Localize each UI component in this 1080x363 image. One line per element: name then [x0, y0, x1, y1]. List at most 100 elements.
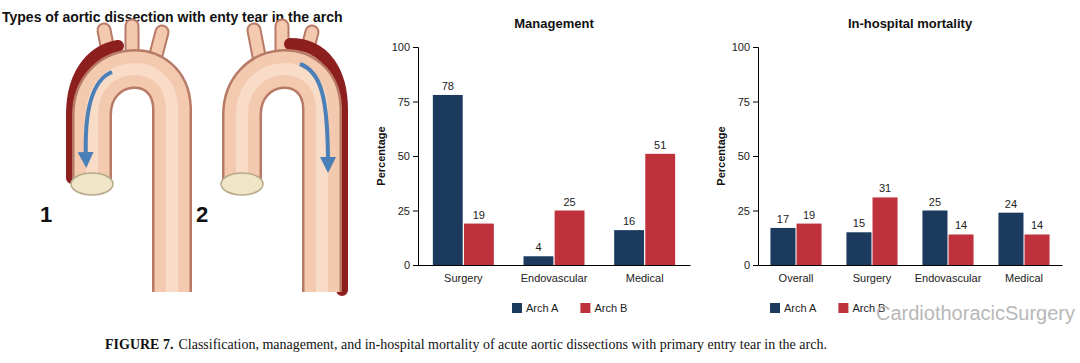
legend: Arch A Arch B	[512, 302, 627, 314]
tick-label: Surgery	[853, 272, 892, 284]
data-label: 51	[654, 139, 666, 151]
data-label: 19	[473, 209, 485, 221]
legend-label: Arch A	[526, 302, 559, 314]
legend-swatch	[512, 303, 522, 313]
caption-label: FIGURE 7.	[105, 337, 173, 352]
data-label: 17	[777, 213, 789, 225]
caption-text: Classification, management, and in-hospi…	[178, 337, 826, 352]
chart-title: Management	[514, 16, 594, 31]
tick-mark	[413, 47, 418, 48]
x-axis: Overall Surgery Endovascular Medical	[759, 266, 1063, 284]
tick: Medical	[626, 272, 664, 284]
tick-label: Medical	[626, 272, 664, 284]
bar	[524, 256, 554, 265]
bar	[998, 213, 1023, 265]
legend-swatch	[770, 303, 780, 313]
tick-label: Surgery	[444, 272, 483, 284]
tick: 75	[398, 96, 418, 108]
tick: Surgery	[853, 272, 892, 284]
watermark: CardiothoracicSurgery	[876, 302, 1075, 324]
bar	[770, 228, 795, 265]
tick: 25	[738, 205, 758, 217]
tick-mark	[413, 211, 418, 212]
tick-label: Endovascular	[521, 272, 588, 284]
tick-mark	[413, 156, 418, 157]
caption: FIGURE 7. Classification, management, and…	[105, 337, 827, 352]
tick: 0	[744, 259, 758, 271]
figure: Types of aortic dissection with enty tea…	[0, 0, 1080, 363]
data-label: 78	[442, 80, 454, 92]
bar	[949, 234, 974, 265]
tick: Overall	[779, 272, 814, 284]
aorta-drawing	[71, 26, 172, 292]
y-axis: 0 25 50 75 100	[732, 41, 759, 271]
bars	[433, 95, 675, 265]
tick: 50	[738, 150, 758, 162]
bar	[555, 211, 585, 266]
bar	[922, 211, 947, 266]
tick-label: 25	[738, 205, 750, 217]
bar	[873, 197, 898, 265]
tick: 75	[738, 96, 758, 108]
data-label: 25	[929, 196, 941, 208]
axis-line	[753, 48, 759, 266]
tick: Endovascular	[915, 272, 982, 284]
tick: Medical	[1005, 272, 1043, 284]
tick-label: Medical	[1005, 272, 1043, 284]
data-label: 31	[879, 182, 891, 194]
tick-mark	[753, 102, 758, 103]
tick-mark	[413, 102, 418, 103]
legend-swatch	[580, 303, 590, 313]
axis-line	[759, 265, 1063, 266]
aortic-valve	[221, 173, 263, 195]
tick-label: 0	[404, 259, 410, 271]
legend-label: Arch B	[594, 302, 627, 314]
tick-mark	[753, 211, 758, 212]
data-label: 19	[803, 209, 815, 221]
bar	[433, 95, 463, 265]
data-label: 25	[563, 196, 575, 208]
chart-title: In-hospital mortality	[848, 16, 973, 31]
aortic-valve	[71, 173, 113, 195]
bars	[770, 197, 1049, 265]
axis-title: Percentage	[715, 126, 727, 185]
bar	[614, 230, 644, 265]
tick-label: 75	[398, 96, 410, 108]
data-label: 14	[955, 219, 967, 231]
data-label: 4	[535, 241, 541, 253]
data-labels: 78 4 16 19 25 51	[442, 80, 667, 253]
tick: 25	[398, 205, 418, 217]
tick-label: 25	[398, 205, 410, 217]
data-label: 14	[1031, 219, 1043, 231]
tick-mark	[413, 265, 418, 266]
illustration-label: 1	[40, 202, 52, 227]
data-label: 16	[623, 215, 635, 227]
tick-label: 100	[732, 41, 750, 53]
tick: 0	[404, 259, 418, 271]
tick: 100	[392, 41, 418, 53]
legend: Arch AArch B	[770, 302, 885, 314]
data-labels: 1715252419311414	[777, 182, 1043, 231]
tick-label: 75	[738, 96, 750, 108]
flow-arrow	[86, 72, 112, 160]
tick: 50	[398, 150, 418, 162]
tick-label: 50	[738, 150, 750, 162]
bar	[464, 224, 494, 265]
tick-label: 100	[392, 41, 410, 53]
legend-label: Arch A	[784, 302, 817, 314]
tick-mark	[753, 265, 758, 266]
axis-line	[419, 265, 691, 266]
illustration-label: 2	[196, 202, 208, 227]
axis-title: Percentage	[375, 126, 387, 185]
aorta-drawing	[221, 26, 342, 292]
bar	[797, 224, 822, 265]
tick-label: 0	[744, 259, 750, 271]
illustration-title: Types of aortic dissection with enty tea…	[2, 9, 342, 25]
tick: Endovascular	[521, 272, 588, 284]
flow-arrow	[300, 64, 328, 165]
legend-swatch	[838, 303, 848, 313]
data-label: 24	[1005, 198, 1017, 210]
tick: Surgery	[444, 272, 483, 284]
bar	[1025, 234, 1050, 265]
tick-mark	[753, 156, 758, 157]
